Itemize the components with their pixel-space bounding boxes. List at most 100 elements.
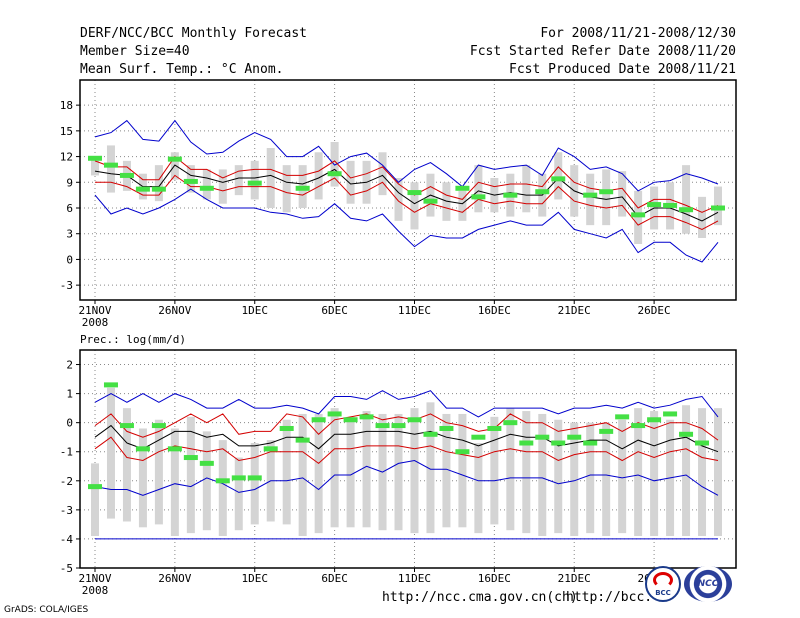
spread-bar — [490, 416, 499, 525]
spread-bar — [554, 419, 563, 534]
footer-url-bcc[interactable]: http://bcc. — [566, 590, 653, 605]
ncc-logo: NCC — [684, 566, 732, 602]
spread-bar — [154, 165, 163, 202]
spread-bar — [250, 160, 259, 200]
spread-bar — [170, 152, 179, 180]
observed-marker — [199, 460, 214, 466]
series-line-lower — [95, 174, 719, 230]
spread-bar — [154, 419, 163, 525]
y-tick-label: -2 — [60, 475, 73, 488]
spread-bar — [330, 142, 339, 187]
observed-marker — [151, 423, 166, 429]
observed-marker — [471, 194, 486, 200]
spread-bar — [122, 408, 131, 522]
observed-marker — [471, 434, 486, 440]
spread-bar — [410, 408, 419, 534]
observed-marker — [167, 156, 182, 162]
observed-marker — [535, 434, 550, 440]
chart-title: DERF/NCC/BCC Monthly Forecast — [80, 26, 307, 41]
observed-marker — [311, 417, 326, 423]
spread-bar — [698, 408, 707, 537]
y-tick-label: 3 — [66, 228, 73, 241]
y-tick-label: 18 — [60, 99, 73, 112]
spread-bar — [314, 413, 323, 534]
series-line-min — [94, 459, 719, 496]
spread-bar — [218, 169, 227, 204]
spread-bar — [362, 411, 371, 528]
spread-bar — [202, 169, 211, 200]
spread-bar — [442, 413, 451, 528]
spread-bar — [586, 422, 595, 534]
y-tick-label: -5 — [60, 562, 73, 575]
spread-bar — [474, 443, 483, 534]
series-line-upper — [94, 413, 719, 441]
x-tick-label: 1DEC — [241, 572, 268, 585]
spread-bar — [186, 416, 195, 534]
y-tick-label: 9 — [66, 176, 73, 189]
spread-bar — [522, 165, 531, 213]
observed-marker — [135, 186, 150, 192]
observed-marker — [663, 411, 678, 417]
start-date: Fcst Started Refer Date 2008/11/20 — [469, 44, 736, 59]
observed-marker — [375, 423, 390, 429]
spread-bar — [106, 145, 115, 193]
observed-marker — [679, 207, 694, 213]
y-tick-label: -3 — [60, 504, 73, 517]
spread-bar — [682, 165, 691, 234]
spread-bar — [538, 413, 547, 537]
spread-bar — [346, 160, 355, 204]
spread-bar — [410, 182, 419, 230]
y-tick-label: -1 — [60, 446, 73, 459]
observed-marker — [423, 431, 438, 437]
observed-marker — [119, 172, 134, 178]
spread-bar — [106, 387, 115, 519]
spread-bar — [698, 196, 707, 238]
observed-marker — [247, 475, 262, 481]
spread-bar — [394, 413, 403, 531]
cma-logo: BCC — [645, 566, 681, 602]
observed-marker — [103, 382, 118, 388]
cma-logo-text: BCC — [655, 589, 671, 597]
spread-bar — [522, 411, 531, 534]
x-tick-label: 26NOV — [158, 304, 191, 317]
spread-bar — [218, 440, 227, 537]
panel-frame — [79, 349, 737, 569]
x-tick-label: 21DEC — [558, 572, 591, 585]
x-tick-label: 16DEC — [478, 304, 511, 317]
observed-marker — [279, 425, 294, 431]
spread-bar — [506, 408, 515, 531]
spread-bar — [682, 405, 691, 537]
observed-marker — [295, 185, 310, 191]
observed-marker — [199, 185, 214, 191]
observed-marker — [327, 171, 342, 177]
observed-marker — [215, 478, 230, 484]
observed-marker — [231, 475, 246, 481]
observed-marker — [599, 428, 614, 434]
y-tick-label: 12 — [60, 151, 73, 164]
series-line-max — [94, 119, 719, 192]
spread-bar — [378, 152, 387, 196]
spread-bar — [91, 156, 99, 176]
observed-marker — [551, 440, 566, 446]
spread-bar — [714, 408, 722, 537]
spread-bar — [586, 173, 595, 226]
spread-bar — [170, 428, 179, 537]
observed-marker — [615, 414, 630, 420]
observed-marker — [183, 178, 198, 184]
series-line-min — [94, 188, 719, 263]
observed-marker — [487, 425, 502, 431]
spread-bar — [602, 422, 611, 537]
observed-marker — [359, 414, 374, 420]
series-line-lower — [94, 436, 719, 465]
x-tick-label: 11DEC — [398, 572, 431, 585]
spread-bar — [314, 152, 323, 200]
spread-bar — [138, 428, 147, 528]
observed-marker — [407, 190, 422, 196]
observed-marker — [551, 176, 566, 182]
grads-credit: GrADS: COLA/IGES — [4, 605, 89, 615]
y-tick-label: 0 — [66, 253, 73, 266]
spread-bar — [474, 165, 483, 213]
footer-url-ch[interactable]: http://ncc.cma.gov.cn(ch) — [382, 590, 578, 605]
observed-marker — [663, 202, 678, 208]
observed-marker — [103, 162, 118, 168]
